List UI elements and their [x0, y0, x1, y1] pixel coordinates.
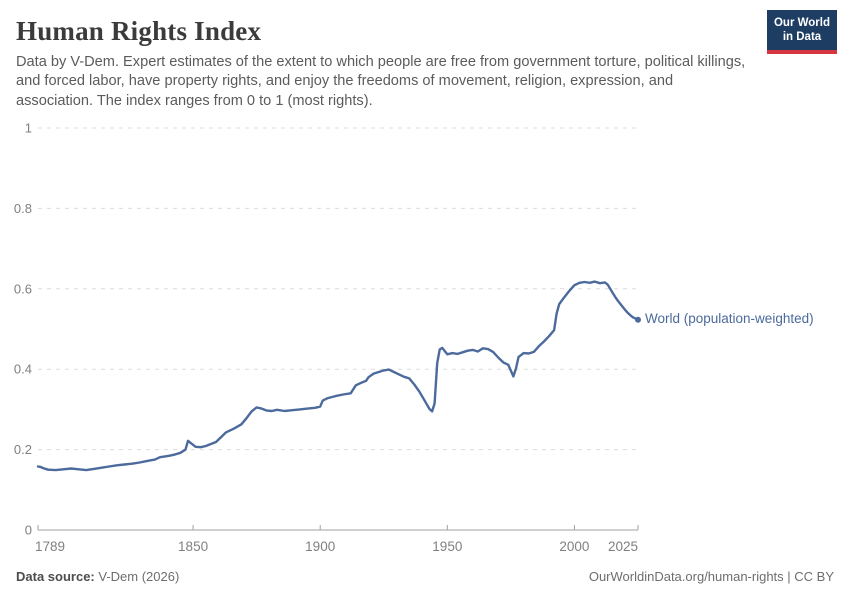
credit-link[interactable]: OurWorldinData.org/human-rights | CC BY: [588, 569, 834, 584]
owid-logo-line1: Our World: [773, 17, 830, 29]
x-axis-tick-label: 1789: [35, 539, 65, 554]
y-axis-tick-label: 0.2: [14, 442, 32, 457]
series-label-world: World (population-weighted): [645, 310, 814, 326]
x-axis-tick-label: 1900: [305, 539, 335, 554]
world-line: [36, 280, 640, 472]
chart-subtitle: Data by V-Dem. Expert estimates of the e…: [16, 54, 746, 109]
x-axis-tick-label: 1850: [178, 539, 208, 554]
x-axis-tick-label: 2025: [608, 539, 638, 554]
x-axis-tick-label: 2000: [559, 539, 589, 554]
x-axis-tick-label: 1950: [432, 539, 462, 554]
y-axis-tick-label: 0: [25, 523, 32, 538]
page-title: Human Rights Index: [16, 16, 262, 46]
y-axis-tick-label: 0.8: [14, 201, 32, 216]
chart-canvas: 0 0.2 0.4 0.6 0.8 1 1789 1850 1900 1950 2000 2025: [14, 121, 641, 554]
y-axis-tick-label: 1: [25, 121, 32, 136]
owid-logo-line2: in Data: [782, 31, 822, 44]
y-axis-tick-label: 0.4: [14, 362, 32, 377]
data-source-value: V-Dem (2026): [94, 569, 180, 584]
owid-logo: Our World in Data: [767, 10, 837, 54]
data-source-label: Data source:: [16, 569, 95, 584]
y-axis-tick-label: 0.6: [14, 281, 32, 296]
data-source-note: Data source: V-Dem (2026): [16, 569, 179, 584]
line-end-marker: [635, 316, 641, 323]
